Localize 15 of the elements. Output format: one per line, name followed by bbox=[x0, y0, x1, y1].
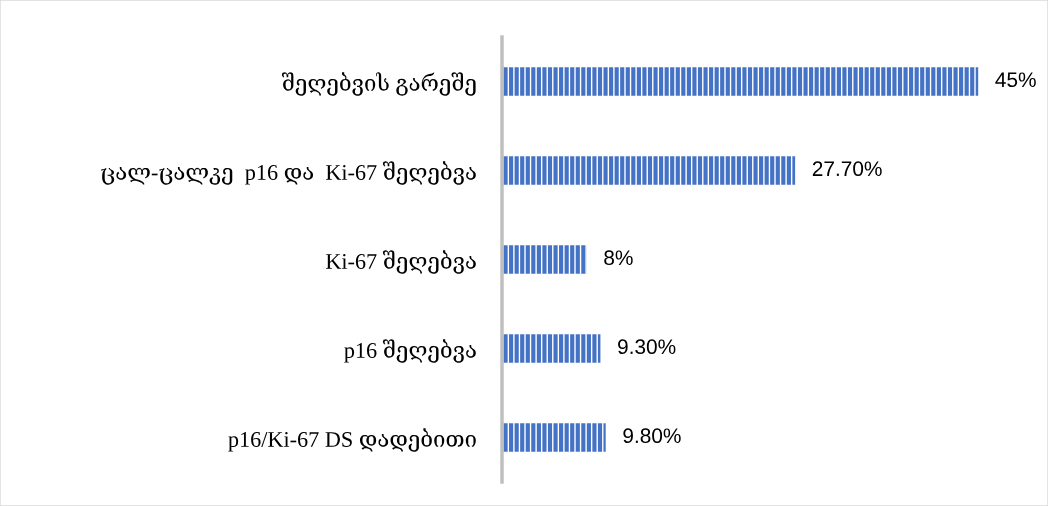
data-label: 8% bbox=[604, 250, 633, 266]
bar bbox=[502, 423, 606, 452]
y-tick-label: p16 შეღებვა bbox=[344, 339, 476, 363]
bar bbox=[502, 67, 979, 96]
y-tick-label: ცალ-ცალკე p16 და Ki-67 შეღებვა bbox=[101, 161, 476, 185]
bar bbox=[502, 334, 601, 363]
y-tick-label: Ki-67 შეღებვა bbox=[325, 250, 476, 274]
data-label: 9.30% bbox=[618, 339, 676, 355]
data-label: 45% bbox=[995, 72, 1036, 88]
data-label: 27.70% bbox=[812, 161, 882, 177]
bar bbox=[502, 156, 796, 185]
data-label: 9.80% bbox=[623, 428, 681, 444]
bar bbox=[502, 245, 587, 274]
y-tick-label: შეღებვის გარეშე bbox=[281, 72, 476, 96]
y-tick-label: p16/Ki-67 DS დადებითი bbox=[228, 428, 476, 452]
